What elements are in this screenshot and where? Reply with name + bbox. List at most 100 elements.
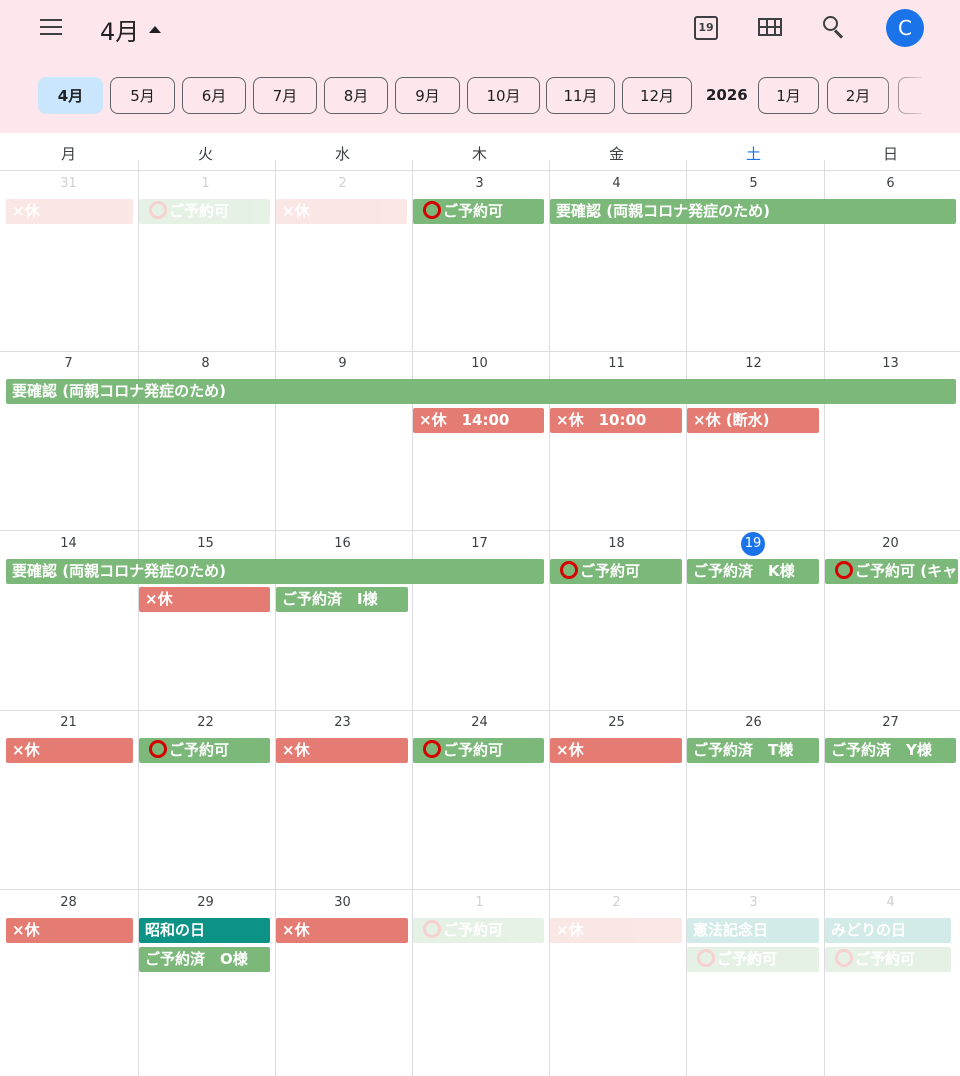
day-cell[interactable]: 14 [60,536,77,551]
search-icon[interactable] [822,15,846,39]
day-cell[interactable]: 13 [882,356,899,371]
day-cell[interactable]: 5 [749,176,758,191]
weekday-mon: 月 [60,145,76,163]
event-chip[interactable]: ×休 [6,199,133,224]
day-cell[interactable]: 1 [201,176,210,191]
event-chip[interactable]: ご予約済 T様 [687,738,819,763]
month-chip-sep[interactable]: 9月 [395,77,460,114]
event-chip[interactable]: ×休 [276,918,408,943]
account-avatar[interactable]: C [886,9,924,47]
event-chip[interactable]: ×休 [276,738,408,763]
day-cell[interactable]: 25 [608,715,625,730]
month-chip-dec[interactable]: 12月 [622,77,692,114]
event-chip[interactable]: ご予約可 [413,199,544,224]
circle-icon [835,949,853,967]
day-cell[interactable]: 26 [745,715,762,730]
event-chip[interactable]: ご予約済 I様 [276,587,408,612]
event-chip[interactable]: ×休 [139,587,270,612]
day-cell[interactable]: 15 [197,536,214,551]
month-chip-nov[interactable]: 11月 [546,77,615,114]
month-chip-apr[interactable]: 4月 [38,77,103,114]
weekday-header: 月 火 水 木 金 土 日 [0,133,960,171]
day-cell[interactable]: 30 [334,895,351,910]
month-title-dropdown[interactable]: 4月 [100,12,162,47]
day-cell[interactable]: 21 [60,715,77,730]
event-chip[interactable]: 要確認 (両親コロナ発症のため) [6,559,544,584]
menu-icon[interactable] [40,18,64,38]
event-chip[interactable]: ご予約済 O様 [139,947,270,972]
top-app-bar: 4月 19 C 4月 5月 6月 7月 8月 9月 10月 11月 12月 20… [0,0,960,133]
event-chip[interactable]: ×休 [6,918,133,943]
event-chip[interactable]: ×休 [550,738,682,763]
event-chip[interactable]: ご予約済 Y様 [825,738,956,763]
event-chip[interactable]: 憲法記念日 [687,918,819,943]
event-chip[interactable]: ご予約可 [825,947,951,972]
day-cell[interactable]: 4 [886,895,895,910]
circle-icon [835,561,853,579]
day-cell[interactable]: 2 [612,895,621,910]
day-cell[interactable]: 22 [197,715,214,730]
day-cell[interactable]: 28 [60,895,77,910]
month-chip-jul[interactable]: 7月 [253,77,317,114]
day-cell[interactable]: 8 [201,356,210,371]
event-chip[interactable]: ご予約可 [139,738,270,763]
day-cell[interactable]: 20 [882,536,899,551]
month-chip-jan[interactable]: 1月 [758,77,819,114]
event-chip[interactable]: みどりの日 [825,918,951,943]
event-chip[interactable]: ×休 10:00 [550,408,682,433]
day-cell[interactable]: 16 [334,536,351,551]
event-chip[interactable]: ご予約可 [550,559,682,584]
month-chip-jun[interactable]: 6月 [182,77,246,114]
weekday-tue: 火 [197,145,213,163]
circle-icon [423,740,441,758]
event-chip[interactable]: ご予約可 (キャ [825,559,958,584]
day-cell[interactable]: 27 [882,715,899,730]
weekday-thu: 木 [471,145,487,163]
day-cell[interactable]: 6 [886,176,895,191]
day-cell[interactable]: 9 [338,356,347,371]
chip-bar-fade [880,76,930,116]
month-chip-feb[interactable]: 2月 [827,77,889,114]
day-cell[interactable]: 7 [64,356,73,371]
circle-icon [149,740,167,758]
event-chip[interactable]: ご予約済 K様 [687,559,819,584]
event-chip[interactable]: ×休 (断水) [687,408,819,433]
day-cell[interactable]: 4 [612,176,621,191]
event-chip[interactable]: ご予約可 [413,738,544,763]
day-cell[interactable]: 24 [471,715,488,730]
view-grid-icon[interactable] [758,18,782,36]
day-cell[interactable]: 29 [197,895,214,910]
weekday-wed: 水 [334,145,350,163]
circle-icon [423,920,441,938]
event-chip[interactable]: 要確認 (両親コロナ発症のため) [6,379,956,404]
day-cell[interactable]: 3 [475,176,484,191]
event-chip[interactable]: 昭和の日 [139,918,270,943]
today-day-marker[interactable]: 19 [741,532,765,556]
day-cell[interactable]: 3 [749,895,758,910]
day-cell[interactable]: 1 [475,895,484,910]
year-label: 2026 [706,86,748,104]
day-cell[interactable]: 11 [608,356,625,371]
day-cell[interactable]: 31 [60,176,77,191]
event-chip[interactable]: ×休 [6,738,133,763]
month-chip-may[interactable]: 5月 [110,77,175,114]
day-cell[interactable]: 23 [334,715,351,730]
event-chip[interactable]: ×休 [550,918,682,943]
month-chip-bar: 4月 5月 6月 7月 8月 9月 10月 11月 12月 2026 1月 2月… [0,76,922,116]
event-chip[interactable]: ご予約可 [139,199,270,224]
month-chip-oct[interactable]: 10月 [467,77,540,114]
event-chip[interactable]: ×休 14:00 [413,408,544,433]
day-cell[interactable]: 10 [471,356,488,371]
day-cell[interactable]: 18 [608,536,625,551]
month-title: 4月 [100,18,140,46]
month-chip-aug[interactable]: 8月 [324,77,388,114]
event-chip[interactable]: ご予約可 [687,947,819,972]
today-calendar-icon[interactable]: 19 [694,16,718,40]
event-chip[interactable]: ×休 [276,199,407,224]
day-cell[interactable]: 17 [471,536,488,551]
weekday-sat: 土 [745,145,761,163]
day-cell[interactable]: 2 [338,176,347,191]
day-cell[interactable]: 12 [745,356,762,371]
event-chip[interactable]: 要確認 (両親コロナ発症のため) [550,199,956,224]
event-chip[interactable]: ご予約可 [413,918,544,943]
